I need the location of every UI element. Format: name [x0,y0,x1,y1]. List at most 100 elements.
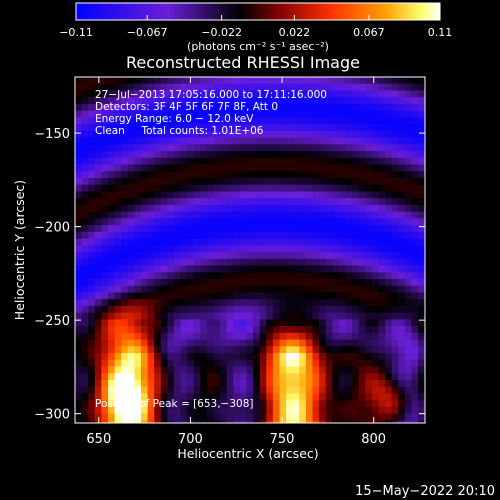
heatmap-cell [213,380,221,388]
heatmap-cell [200,353,208,361]
heatmap-cell [319,124,327,132]
heatmap-cell [147,400,155,408]
heatmap-cell [114,332,122,341]
heatmap-cell [167,204,175,213]
heatmap-cell [226,211,234,220]
heatmap-cell [385,110,393,119]
heatmap-cell [213,110,221,119]
heatmap-cell [431,272,438,279]
heatmap-cell [253,245,261,253]
heatmap-cell [108,124,116,132]
heatmap-cell [147,90,155,98]
heatmap-cell [246,373,254,381]
heatmap-cell [187,346,195,354]
heatmap-cell [101,164,109,172]
heatmap-cell [325,171,333,179]
heatmap-cell [299,353,307,361]
heatmap-cell [200,198,208,206]
heatmap-cell [338,373,347,381]
heatmap-cell [154,171,162,179]
heatmap-cell [206,184,215,193]
heatmap-cell [187,151,195,159]
heatmap-cell [213,97,221,105]
heatmap-cell [233,218,241,226]
heatmap-cell [385,130,393,139]
heatmap-cell [358,386,366,395]
heatmap-cell [385,97,393,105]
heatmap-cell [134,137,142,145]
heatmap-cell [81,204,89,213]
heatmap-cell [206,380,215,388]
heatmap-cell [114,420,122,423]
heatmap-cell [233,393,241,401]
heatmap-cell [411,171,419,179]
heatmap-cell [385,373,393,381]
heatmap-cell [325,346,333,354]
heatmap-cell [398,198,406,206]
heatmap-cell [272,400,281,408]
heatmap-cell [193,292,201,300]
heatmap-cell [214,427,221,434]
heatmap-cell [134,265,142,273]
heatmap-cell [378,386,386,395]
heatmap-cell [253,312,261,321]
heatmap-cell [154,420,162,423]
heatmap-cell [200,171,208,179]
heatmap-cell [371,380,380,388]
heatmap-cell [266,285,274,294]
heatmap-cell [239,245,248,253]
x-tick-label: 750 [270,432,295,447]
heatmap-cell [167,319,175,327]
heatmap-cell [299,198,307,206]
heatmap-cell [352,137,360,145]
heatmap-cell [418,191,425,199]
heatmap-cell [134,326,142,334]
heatmap-cell [180,184,188,193]
heatmap-cell [121,339,129,347]
heatmap-cell [246,353,254,361]
heatmap-cell [398,124,406,132]
heatmap-cell [325,164,333,172]
heatmap-cell [141,339,149,347]
heatmap-cell [154,130,162,139]
heatmap-cell [154,77,162,85]
heatmap-cell [312,103,320,112]
heatmap-cell [279,305,287,314]
heatmap-cell [147,164,155,172]
heatmap-cell [378,218,386,226]
heatmap-cell [174,359,182,368]
heatmap-cell [286,191,294,199]
heatmap-cell [418,198,425,206]
heatmap-cell [352,427,359,434]
heatmap-cell [431,427,438,434]
heatmap-cell [160,373,168,381]
heatmap-cell [108,77,116,85]
heatmap-cell [404,245,412,253]
heatmap-cell [213,406,221,415]
colorbar-tick-label: −0.067 [127,26,168,39]
heatmap-cell [174,171,182,179]
heatmap-cell [358,393,366,401]
heatmap-cell [141,272,149,280]
heatmap-cell [352,406,360,415]
annotation-block: 27−Jul−2013 17:05:16.000 to 17:11:16.000… [95,89,327,137]
heatmap-cell [108,117,116,125]
heatmap-cell [246,393,254,401]
heatmap-cell [121,285,129,294]
heatmap-cell [299,245,307,253]
heatmap-cell [141,184,149,193]
heatmap-cell [418,265,425,273]
heatmap-cell [154,380,162,388]
heatmap-cell [378,83,386,92]
heatmap-cell [411,77,419,85]
heatmap-cell [193,144,201,152]
heatmap-cell [220,151,228,159]
heatmap-cell [88,218,96,226]
heatmap-cell [385,420,393,423]
heatmap-cell [81,164,89,172]
chart-title: Reconstructed RHESSI Image [126,53,360,72]
heatmap-cell [352,77,360,85]
heatmap-cell [187,353,195,361]
heatmap-cell [233,252,241,260]
heatmap-cell [187,103,195,112]
